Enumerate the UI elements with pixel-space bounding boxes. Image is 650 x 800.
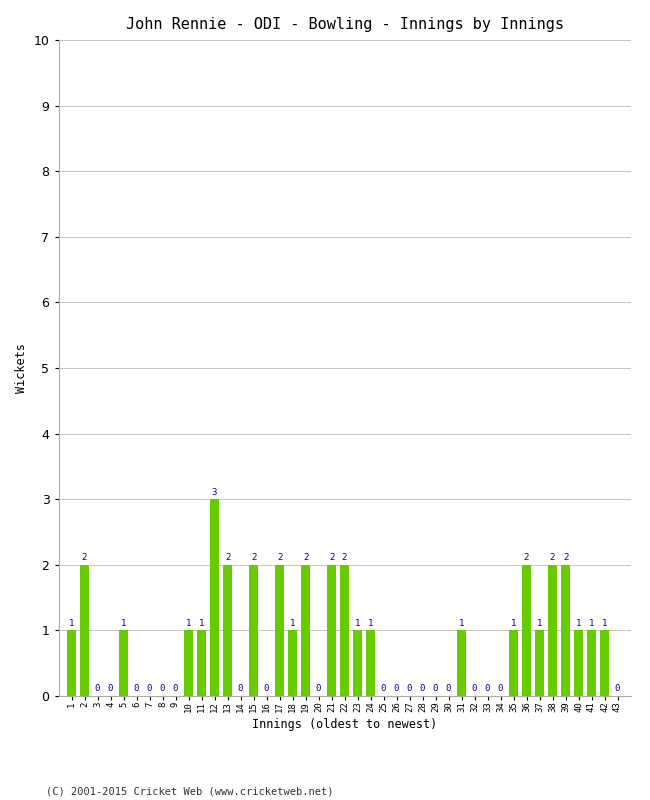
Text: 1: 1 [602, 618, 607, 628]
Text: 3: 3 [212, 487, 217, 497]
Bar [209, 499, 220, 696]
Text: 0: 0 [433, 684, 438, 694]
Title: John Rennie - ODI - Bowling - Innings by Innings: John Rennie - ODI - Bowling - Innings by… [125, 17, 564, 32]
Bar [66, 630, 77, 696]
Text: 1: 1 [199, 618, 204, 628]
Text: 0: 0 [238, 684, 243, 694]
Bar [586, 630, 597, 696]
Bar [274, 565, 285, 696]
Bar [573, 630, 584, 696]
Text: 1: 1 [511, 618, 516, 628]
Text: 0: 0 [381, 684, 386, 694]
X-axis label: Innings (oldest to newest): Innings (oldest to newest) [252, 718, 437, 731]
Text: 1: 1 [368, 618, 373, 628]
Text: 1: 1 [290, 618, 295, 628]
Bar [222, 565, 233, 696]
Text: 0: 0 [472, 684, 477, 694]
Text: 2: 2 [550, 553, 555, 562]
Bar [547, 565, 558, 696]
Bar [300, 565, 311, 696]
Text: 2: 2 [329, 553, 334, 562]
Text: 0: 0 [316, 684, 321, 694]
Bar [508, 630, 519, 696]
Text: 0: 0 [420, 684, 425, 694]
Text: 0: 0 [485, 684, 490, 694]
Bar [599, 630, 610, 696]
Bar [521, 565, 532, 696]
Text: 0: 0 [446, 684, 451, 694]
Text: 2: 2 [277, 553, 282, 562]
Bar [287, 630, 298, 696]
Text: 2: 2 [251, 553, 256, 562]
Text: 1: 1 [186, 618, 191, 628]
Text: 1: 1 [69, 618, 74, 628]
Text: 0: 0 [264, 684, 269, 694]
Text: 0: 0 [394, 684, 399, 694]
Text: 1: 1 [355, 618, 360, 628]
Bar [365, 630, 376, 696]
Text: 2: 2 [303, 553, 308, 562]
Text: 2: 2 [524, 553, 529, 562]
Bar [339, 565, 350, 696]
Bar [326, 565, 337, 696]
Bar [79, 565, 90, 696]
Bar [352, 630, 363, 696]
Text: 0: 0 [615, 684, 620, 694]
Text: 0: 0 [407, 684, 412, 694]
Text: 1: 1 [537, 618, 542, 628]
Text: 1: 1 [576, 618, 581, 628]
Y-axis label: Wickets: Wickets [15, 343, 28, 393]
Bar [534, 630, 545, 696]
Text: 0: 0 [95, 684, 100, 694]
Bar [118, 630, 129, 696]
Bar [248, 565, 259, 696]
Text: 1: 1 [589, 618, 594, 628]
Text: 2: 2 [563, 553, 568, 562]
Text: 0: 0 [173, 684, 178, 694]
Text: (C) 2001-2015 Cricket Web (www.cricketweb.net): (C) 2001-2015 Cricket Web (www.cricketwe… [46, 786, 333, 796]
Text: 0: 0 [134, 684, 139, 694]
Text: 0: 0 [108, 684, 113, 694]
Text: 0: 0 [160, 684, 165, 694]
Text: 0: 0 [147, 684, 152, 694]
Bar [560, 565, 571, 696]
Text: 2: 2 [225, 553, 230, 562]
Bar [196, 630, 207, 696]
Text: 2: 2 [82, 553, 87, 562]
Bar [456, 630, 467, 696]
Text: 1: 1 [459, 618, 464, 628]
Bar [183, 630, 194, 696]
Text: 2: 2 [342, 553, 347, 562]
Text: 0: 0 [498, 684, 503, 694]
Text: 1: 1 [121, 618, 126, 628]
